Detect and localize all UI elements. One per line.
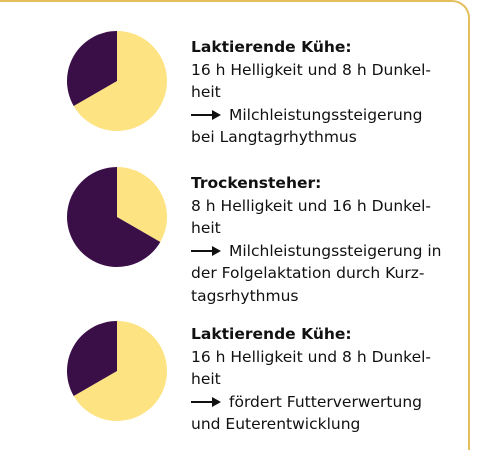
result-text: Milchleistungssteigerung in [229, 241, 442, 260]
result-line: Milchleistungssteigerung [191, 104, 476, 127]
description-line: 16 h Helligkeit und 8 h Dunkel- [191, 60, 432, 79]
result-text: fördert Futterverwertung [229, 392, 422, 411]
panel-title: Laktierende Kühe: [191, 38, 352, 56]
right-arrow-icon [191, 397, 221, 407]
description-line: der Folgelaktation durch Kurz- [191, 264, 425, 282]
panel-title: Laktierende Kühe: [191, 325, 352, 343]
description-line: 8 h Helligkeit und 16 h Dunkel- [191, 196, 432, 215]
light-dark-pie-chart-1 [67, 31, 167, 131]
diagram-row-3: Laktierende Kühe: 16 h Helligkeit und 8 … [0, 306, 480, 436]
light-dark-pie-chart-2 [66, 167, 167, 267]
pie-slice-dark [67, 31, 117, 106]
description-line: tagsrhythmus [191, 286, 299, 305]
result-text: Milchleistungssteigerung [229, 105, 423, 124]
pie-slice-light [117, 167, 167, 242]
text-block-1: Laktierende Kühe: 16 h Helligkeit und 8 … [191, 36, 476, 149]
diagram-row-2: Trockensteher: 8 h Helligkeit und 16 h D… [0, 150, 480, 305]
description-line: heit [191, 83, 221, 101]
description-line: bei Langtagrhythmus [191, 128, 357, 146]
text-block-3: Laktierende Kühe: 16 h Helligkeit und 8 … [191, 323, 476, 436]
result-line: fördert Futterverwertung [191, 391, 476, 414]
pie-slice-dark [66, 167, 161, 267]
diagram-row-1: Laktierende Kühe: 16 h Helligkeit und 8 … [0, 14, 480, 146]
description-line: 16 h Helligkeit und 8 h Dunkel- [191, 347, 432, 366]
right-arrow-icon [191, 246, 221, 256]
light-dark-pie-chart-3 [67, 321, 167, 421]
pie-slice-dark [67, 321, 117, 396]
panel-frame [0, 0, 470, 450]
panel-title: Trockensteher: [191, 174, 322, 192]
description-line: heit [191, 219, 221, 237]
description-line: heit [191, 370, 221, 388]
pie-slice-light [73, 31, 167, 131]
pie-slice-light [73, 321, 167, 421]
result-line: Milchleistungssteigerung in [191, 240, 476, 263]
description-line: und Euterentwicklung [191, 415, 361, 433]
right-arrow-icon [191, 110, 221, 120]
text-block-2: Trockensteher: 8 h Helligkeit und 16 h D… [191, 172, 476, 307]
